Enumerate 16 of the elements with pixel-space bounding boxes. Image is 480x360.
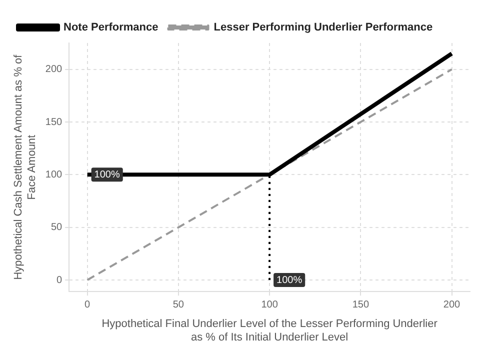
y-tick-label: 200: [45, 64, 63, 76]
x-tick-label: 0: [84, 299, 91, 310]
legend-label: Note Performance: [64, 22, 158, 34]
x-axis-title: Hypothetical Final Underlier Level of the Lesser Performing Underlier as % of Its Initial Underlier Level: [102, 318, 438, 344]
annotation: 100%: [94, 169, 120, 180]
y-tick-label: 0: [56, 274, 63, 286]
y-tick-label: 150: [45, 116, 63, 128]
y-tick-label: 100: [45, 169, 63, 180]
y-tick-label: 50: [50, 222, 63, 234]
x-tick-label: 200: [443, 299, 461, 310]
annotation: 100%: [276, 274, 302, 286]
x-tick-label: 50: [172, 299, 184, 310]
y-axis-title: Hypothetical Cash Settlement Amount as % of Face Amount: [12, 54, 38, 280]
x-tick-label: 150: [352, 299, 370, 310]
x-tick-label: 100: [261, 299, 278, 310]
legend-label: Lesser Performing Underlier Performance: [214, 22, 433, 34]
